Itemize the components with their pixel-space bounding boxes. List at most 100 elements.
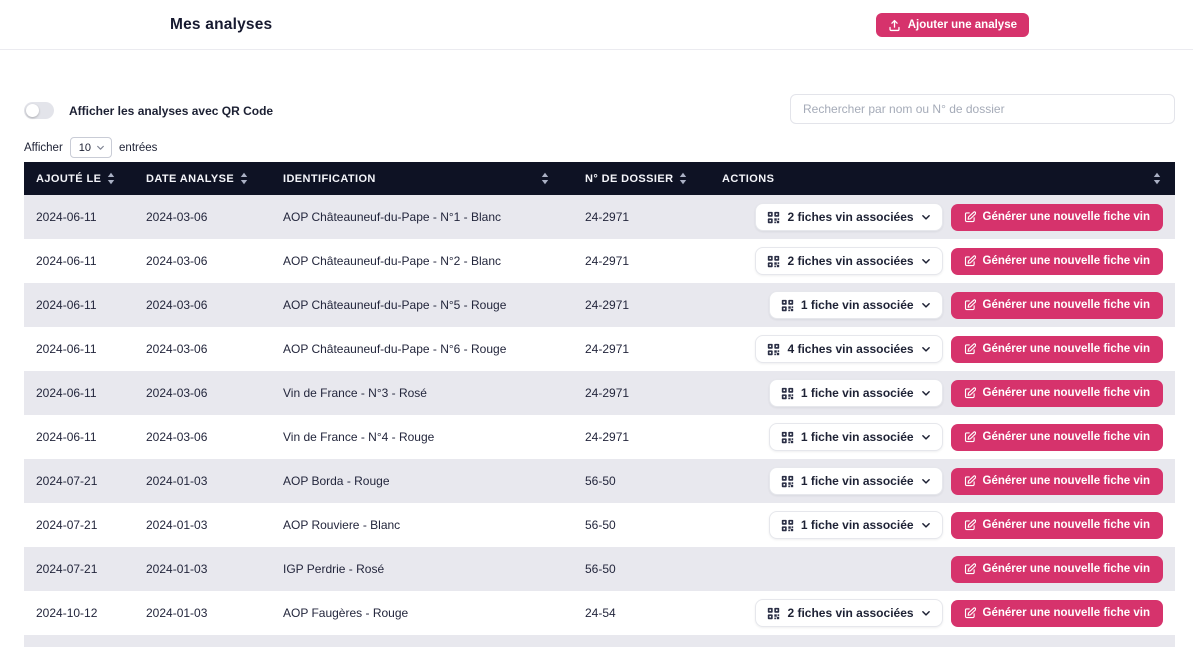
add-analysis-label: Ajouter une analyse [907, 19, 1017, 31]
generate-fiche-button[interactable]: Générer une nouvelle fiche vin [950, 423, 1163, 451]
identification-cell: AOP Châteauneuf-du-Pape - N°5 - Rouge [283, 298, 507, 312]
page-title: Mes analyses [170, 15, 273, 33]
fiches-dropdown[interactable]: 1 fiche vin associée [768, 379, 943, 407]
fiches-dropdown[interactable]: 2 fiches vin associées [755, 247, 943, 275]
fiches-label: 1 fiche vin associée [800, 474, 914, 488]
added-date-cell: 2024-06-11 [36, 210, 97, 224]
col-label: IDENTIFICATION [283, 172, 376, 185]
generate-fiche-button[interactable]: Générer une nouvelle fiche vin [950, 379, 1163, 407]
actions-cell: 1 fiche vin associée Générer une nouvell… [710, 415, 1175, 459]
actions-cell: 1 fiche vin associée Générer une nouvell… [710, 283, 1175, 327]
chevron-down-icon [921, 608, 931, 618]
added-date-cell: 2024-06-11 [36, 430, 97, 444]
analysis-date-cell: 2024-03-06 [146, 210, 208, 224]
identification-cell: AOP Faugères - Rouge [283, 606, 409, 620]
qr-code-icon [767, 607, 780, 620]
generate-fiche-label: Générer une nouvelle fiche vin [982, 607, 1150, 619]
table-row: 2024-06-11 2024-03-06 AOP Châteauneuf-du… [24, 327, 1175, 371]
col-header-ajoute-le[interactable]: AJOUTÉ LE [24, 162, 134, 195]
generate-fiche-button[interactable]: Générer une nouvelle fiche vin [950, 291, 1163, 319]
generate-fiche-button[interactable]: Générer une nouvelle fiche vin [950, 335, 1163, 363]
chevron-down-icon [921, 300, 931, 310]
sort-icon[interactable] [240, 172, 248, 185]
table-row: 2024-06-11 2024-03-06 Vin de France - N°… [24, 371, 1175, 415]
dossier-cell: 56-50 [585, 518, 616, 532]
edit-icon [964, 563, 976, 575]
actions-cell: Générer une nouvelle fiche vin [710, 547, 1175, 591]
actions-cell: 2 fiches vin associées Générer une nouve… [710, 195, 1175, 239]
dossier-cell: 56-50 [585, 474, 616, 488]
analyses-table: AJOUTÉ LE DATE ANALYSE IDENTIFICATION N°… [24, 162, 1175, 635]
add-analysis-button[interactable]: Ajouter une analyse [875, 13, 1029, 37]
col-header-dossier[interactable]: N° DE DOSSIER [573, 162, 710, 195]
actions-cell: 2 fiches vin associées Générer une nouve… [710, 591, 1175, 635]
analysis-date-cell: 2024-01-03 [146, 562, 208, 576]
col-header-identification[interactable]: IDENTIFICATION [271, 162, 573, 195]
page-size-control: Afficher 10 entrées [24, 137, 157, 158]
added-date-cell: 2024-06-11 [36, 386, 97, 400]
col-label: ACTIONS [722, 172, 775, 185]
fiches-dropdown[interactable]: 2 fiches vin associées [755, 599, 943, 627]
top-bar: Mes analyses Ajouter une analyse [0, 0, 1193, 50]
qr-code-icon [781, 387, 794, 400]
qr-code-toggle[interactable] [24, 102, 54, 119]
fiches-dropdown[interactable]: 1 fiche vin associée [768, 291, 943, 319]
analysis-date-cell: 2024-01-03 [146, 518, 208, 532]
fiches-label: 1 fiche vin associée [800, 386, 914, 400]
identification-cell: AOP Châteauneuf-du-Pape - N°1 - Blanc [283, 210, 502, 224]
generate-fiche-button[interactable]: Générer une nouvelle fiche vin [950, 511, 1163, 539]
generate-fiche-label: Générer une nouvelle fiche vin [982, 299, 1150, 311]
added-date-cell: 2024-06-11 [36, 298, 97, 312]
upload-icon [888, 19, 901, 32]
sort-icon[interactable] [1153, 172, 1161, 185]
edit-icon [964, 343, 976, 355]
dossier-cell: 56-50 [585, 562, 616, 576]
generate-fiche-button[interactable]: Générer une nouvelle fiche vin [950, 247, 1163, 275]
qr-code-icon [781, 475, 794, 488]
col-header-date-analyse[interactable]: DATE ANALYSE [134, 162, 271, 195]
table-row: 2024-06-11 2024-03-06 AOP Châteauneuf-du… [24, 239, 1175, 283]
table-row: 2024-06-11 2024-03-06 Vin de France - N°… [24, 415, 1175, 459]
qr-code-icon [767, 343, 780, 356]
fiches-dropdown[interactable]: 4 fiches vin associées [755, 335, 943, 363]
dossier-cell: 24-2971 [585, 254, 630, 268]
generate-fiche-button[interactable]: Générer une nouvelle fiche vin [950, 599, 1163, 627]
analysis-date-cell: 2024-01-03 [146, 474, 208, 488]
page-size-select[interactable]: 10 [69, 137, 113, 158]
identification-cell: IGP Perdrie - Rosé [283, 562, 385, 576]
identification-cell: AOP Châteauneuf-du-Pape - N°2 - Blanc [283, 254, 502, 268]
dossier-cell: 24-2971 [585, 210, 630, 224]
analysis-date-cell: 2024-03-06 [146, 430, 208, 444]
edit-icon [964, 431, 976, 443]
sort-icon[interactable] [541, 172, 549, 185]
generate-fiche-label: Générer une nouvelle fiche vin [982, 563, 1150, 575]
identification-cell: AOP Rouviere - Blanc [283, 518, 401, 532]
sort-icon[interactable] [679, 172, 687, 185]
dossier-cell: 24-2971 [585, 430, 630, 444]
generate-fiche-button[interactable]: Générer une nouvelle fiche vin [950, 203, 1163, 231]
fiches-dropdown[interactable]: 1 fiche vin associée [768, 511, 943, 539]
fiches-dropdown[interactable]: 1 fiche vin associée [768, 423, 943, 451]
added-date-cell: 2024-10-12 [36, 606, 98, 620]
toggle-knob [26, 104, 39, 117]
col-label: N° DE DOSSIER [585, 172, 674, 185]
generate-fiche-button[interactable]: Générer une nouvelle fiche vin [950, 555, 1163, 583]
generate-fiche-button[interactable]: Générer une nouvelle fiche vin [950, 467, 1163, 495]
identification-cell: AOP Borda - Rouge [283, 474, 390, 488]
search-input[interactable] [790, 94, 1175, 124]
qr-toggle-row: Afficher les analyses avec QR Code [24, 102, 273, 119]
edit-icon [964, 211, 976, 223]
generate-fiche-label: Générer une nouvelle fiche vin [982, 387, 1150, 399]
actions-cell: 1 fiche vin associée Générer une nouvell… [710, 459, 1175, 503]
analysis-date-cell: 2024-03-06 [146, 254, 208, 268]
actions-cell: 1 fiche vin associée Générer une nouvell… [710, 503, 1175, 547]
dossier-cell: 24-2971 [585, 386, 630, 400]
fiches-dropdown[interactable]: 2 fiches vin associées [755, 203, 943, 231]
fiches-label: 2 fiches vin associées [787, 606, 914, 620]
col-header-actions[interactable]: ACTIONS [710, 162, 1175, 195]
fiches-dropdown[interactable]: 1 fiche vin associée [768, 467, 943, 495]
fiches-label: 4 fiches vin associées [787, 342, 914, 356]
edit-icon [964, 519, 976, 531]
sort-icon[interactable] [107, 172, 115, 185]
next-row-partial [24, 635, 1175, 647]
